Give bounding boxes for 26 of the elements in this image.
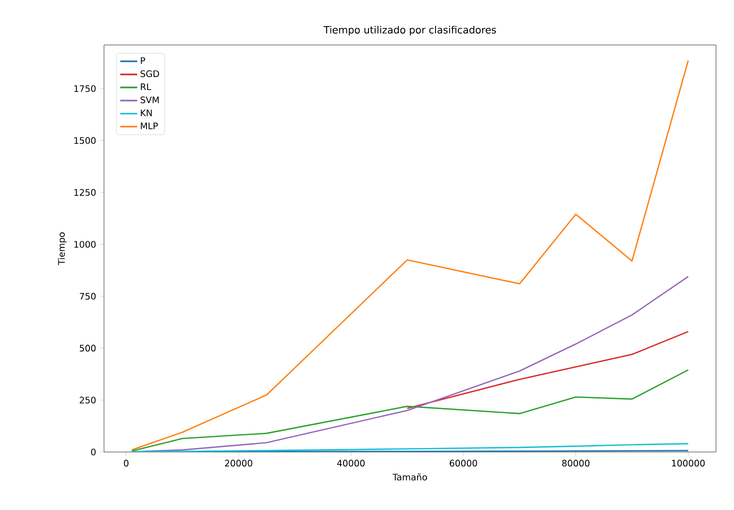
y-tick-label: 250 [80,396,96,404]
y-tick-label: 1500 [74,137,96,144]
y-tick-label: 1250 [74,189,96,196]
line-series [406,330,689,410]
x-axis-title: Tamaño [392,473,427,480]
legend-label: SVM [140,96,159,104]
legend-label: MLP [140,122,158,130]
x-tick-label: 40000 [337,460,365,467]
line-series [131,369,689,452]
y-tick-label: 0 [91,448,96,456]
x-tick-label: 100000 [672,460,705,467]
x-tick-label: 20000 [224,460,252,467]
x-tick-label: 0 [124,460,128,467]
y-axis-title: Tiempo [58,232,67,266]
chart-title: Tiempo utilizado por clasificadores [324,26,496,36]
legend-label: P [140,57,146,64]
y-tick-label: 1750 [74,85,96,92]
legend-label: KN [140,110,152,116]
y-tick-label: 1000 [74,240,96,248]
x-tick-label: 60000 [450,460,478,467]
y-tick-label: 750 [80,292,96,300]
legend-label: RL [140,83,152,90]
y-tick-label: 500 [80,344,96,352]
legend-label: SGD [140,70,160,78]
line-series [131,443,689,452]
x-tick-label: 80000 [562,460,590,467]
